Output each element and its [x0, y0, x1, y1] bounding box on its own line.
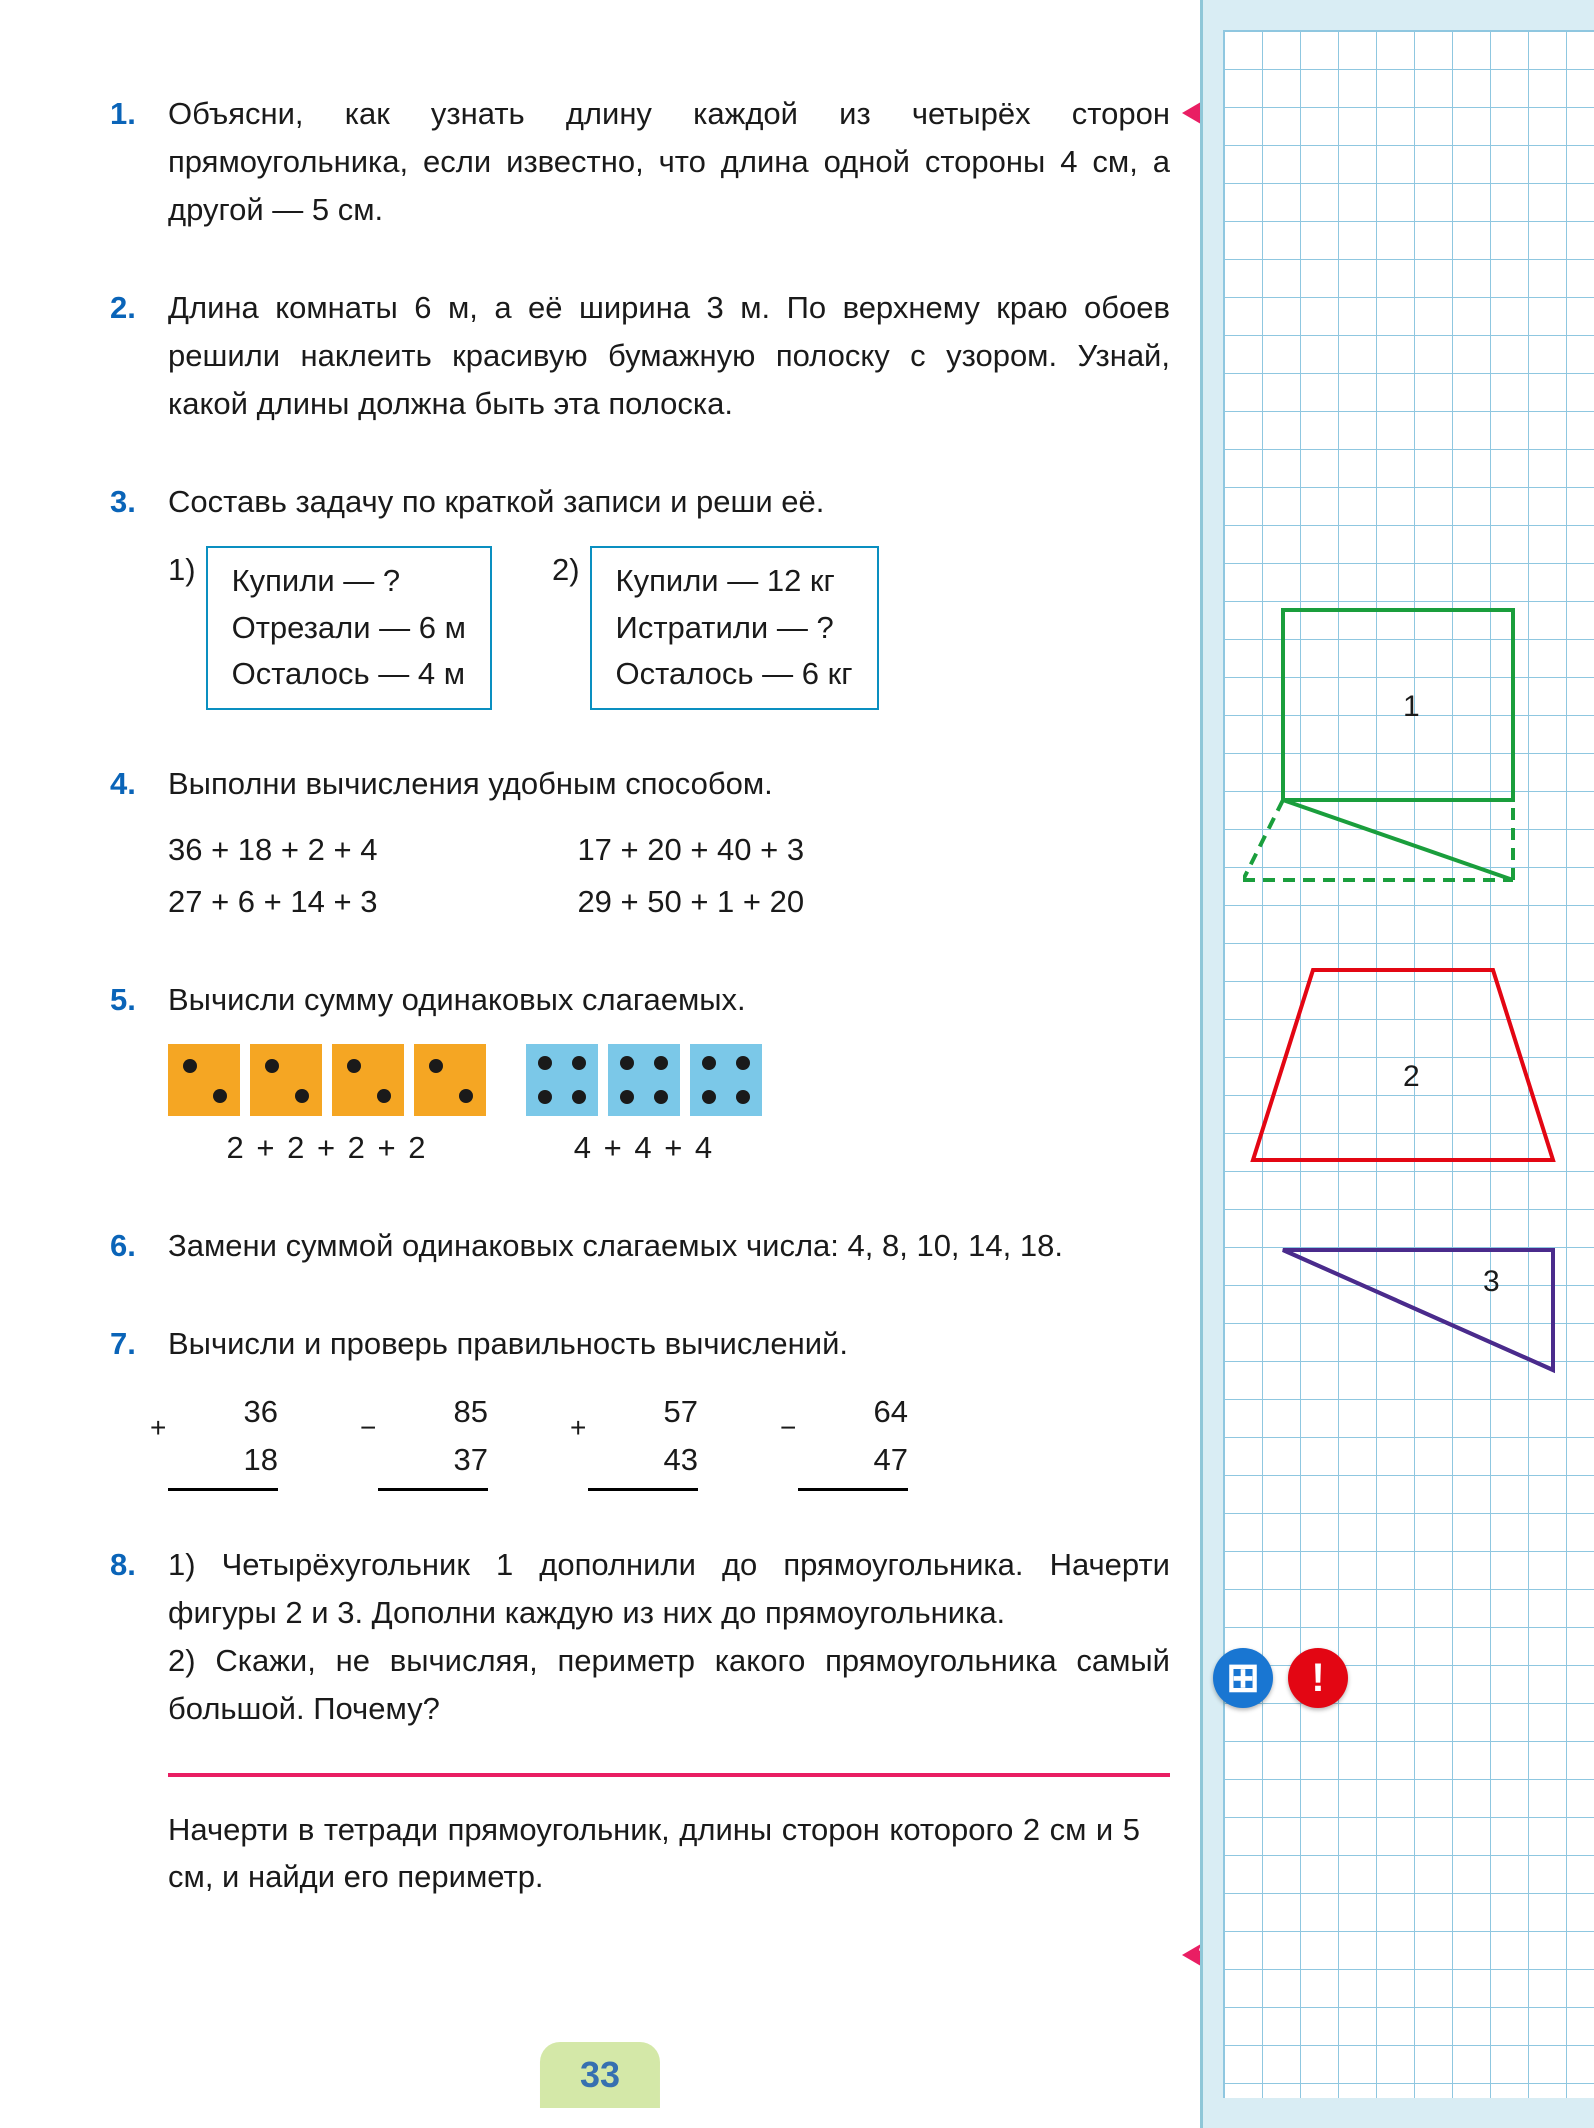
shape-label-2: 2	[1403, 1060, 1420, 1094]
sidebar: 1 2 3 ⊞ !	[1200, 0, 1594, 2128]
expression: 27 + 6 + 14 + 3	[168, 878, 377, 926]
box-line: Купили — ?	[232, 558, 466, 605]
problem-prompt: Вычисли и проверь правильность вычислени…	[168, 1326, 848, 1361]
problem-7: 7. Вычисли и проверь правильность вычисл…	[110, 1320, 1170, 1491]
exclaim-icon: !	[1288, 1648, 1348, 1708]
box-line: Отрезали — 6 м	[232, 605, 466, 652]
domino-tile	[526, 1044, 598, 1116]
domino-tile	[250, 1044, 322, 1116]
problem-number: 6.	[110, 1222, 168, 1270]
problem-8: 8. 1) Четырёхугольник 1 дополнили до пря…	[110, 1541, 1170, 1733]
problem-4: 4. Выполни вычисления удобным способом. …	[110, 760, 1170, 926]
column-calculation: −8537	[378, 1388, 488, 1491]
domino-expression: 2 + 2 + 2 + 2	[168, 1124, 486, 1172]
problem-text: Объясни, как узнать длину каждой из четы…	[168, 90, 1170, 234]
expression: 29 + 50 + 1 + 20	[577, 878, 804, 926]
problem-5: 5. Вычисли сумму одинаковых слагаемых. 2…	[110, 976, 1170, 1172]
problem-number: 1.	[110, 90, 168, 234]
column-calculation: −6447	[798, 1388, 908, 1491]
main-content: 1. Объясни, как узнать длину каждой из ч…	[0, 0, 1200, 2128]
problem-3: 3. Составь задачу по краткой записи и ре…	[110, 478, 1170, 710]
exclaim-icon-symbol: !	[1311, 1656, 1324, 1701]
problem-text: Выполни вычисления удобным способом. 36 …	[168, 760, 1170, 926]
problem-number: 8.	[110, 1541, 168, 1733]
problem-1: 1. Объясни, как узнать длину каждой из ч…	[110, 90, 1170, 234]
problem-text: Вычисли сумму одинаковых слагаемых. 2 + …	[168, 976, 1170, 1172]
problem-number: 4.	[110, 760, 168, 926]
box-line: Осталось — 4 м	[232, 651, 466, 698]
box-line: Истратили — ?	[616, 605, 853, 652]
problem-text: Вычисли и проверь правильность вычислени…	[168, 1320, 1170, 1491]
data-box: Купили — 12 кг Истратили — ? Осталось — …	[590, 546, 879, 710]
problem-number: 5.	[110, 976, 168, 1172]
domino-tile	[608, 1044, 680, 1116]
problem-text: Составь задачу по краткой записи и реши …	[168, 478, 1170, 710]
box-label: 1)	[168, 546, 196, 594]
expression: 36 + 18 + 2 + 4	[168, 826, 377, 874]
problem-prompt: Составь задачу по краткой записи и реши …	[168, 484, 824, 519]
problem-number: 2.	[110, 284, 168, 428]
problem-2: 2. Длина комнаты 6 м, а её ширина 3 м. П…	[110, 284, 1170, 428]
domino-tile	[332, 1044, 404, 1116]
box-2: 2) Купили — 12 кг Истратили — ? Осталось…	[552, 546, 879, 710]
domino-tile	[414, 1044, 486, 1116]
column-calculation: +3618	[168, 1388, 278, 1491]
problem-number: 3.	[110, 478, 168, 710]
problem-6: 6. Замени суммой одинаковых слагаемых чи…	[110, 1222, 1170, 1270]
column-calculation: +5743	[588, 1388, 698, 1491]
data-box: Купили — ? Отрезали — 6 м Осталось — 4 м	[206, 546, 492, 710]
problem-prompt: Выполни вычисления удобным способом.	[168, 766, 773, 801]
shape-label-3: 3	[1483, 1265, 1500, 1299]
domino-group-blue: 4 + 4 + 4	[526, 1044, 762, 1172]
shapes-svg	[1243, 600, 1583, 1500]
domino-expression: 4 + 4 + 4	[526, 1124, 762, 1172]
grid-icon: ⊞	[1213, 1648, 1273, 1708]
shapes-area: 1 2 3	[1243, 600, 1574, 1505]
box-label: 2)	[552, 546, 580, 594]
grid-icon-symbol: ⊞	[1226, 1655, 1260, 1701]
problem-text: 1) Четырёхугольник 1 дополнили до прямоу…	[168, 1541, 1170, 1733]
page-number: 33	[540, 2042, 660, 2108]
shape-label-1: 1	[1403, 690, 1420, 724]
box-line: Купили — 12 кг	[616, 558, 853, 605]
expression: 17 + 20 + 40 + 3	[577, 826, 804, 874]
box-1: 1) Купили — ? Отрезали — 6 м Осталось — …	[168, 546, 492, 710]
problem-text: Длина комнаты 6 м, а её ширина 3 м. По в…	[168, 284, 1170, 428]
box-line: Осталось — 6 кг	[616, 651, 853, 698]
domino-tile	[168, 1044, 240, 1116]
problem-text: Замени суммой одинаковых слагаемых числа…	[168, 1222, 1170, 1270]
divider	[168, 1773, 1170, 1777]
footer-task: Начерти в тетради прямоугольник, длины с…	[168, 1807, 1170, 1900]
domino-group-orange: 2 + 2 + 2 + 2	[168, 1044, 486, 1172]
problem-prompt: Вычисли сумму одинаковых слагаемых.	[168, 982, 746, 1017]
domino-tile	[690, 1044, 762, 1116]
